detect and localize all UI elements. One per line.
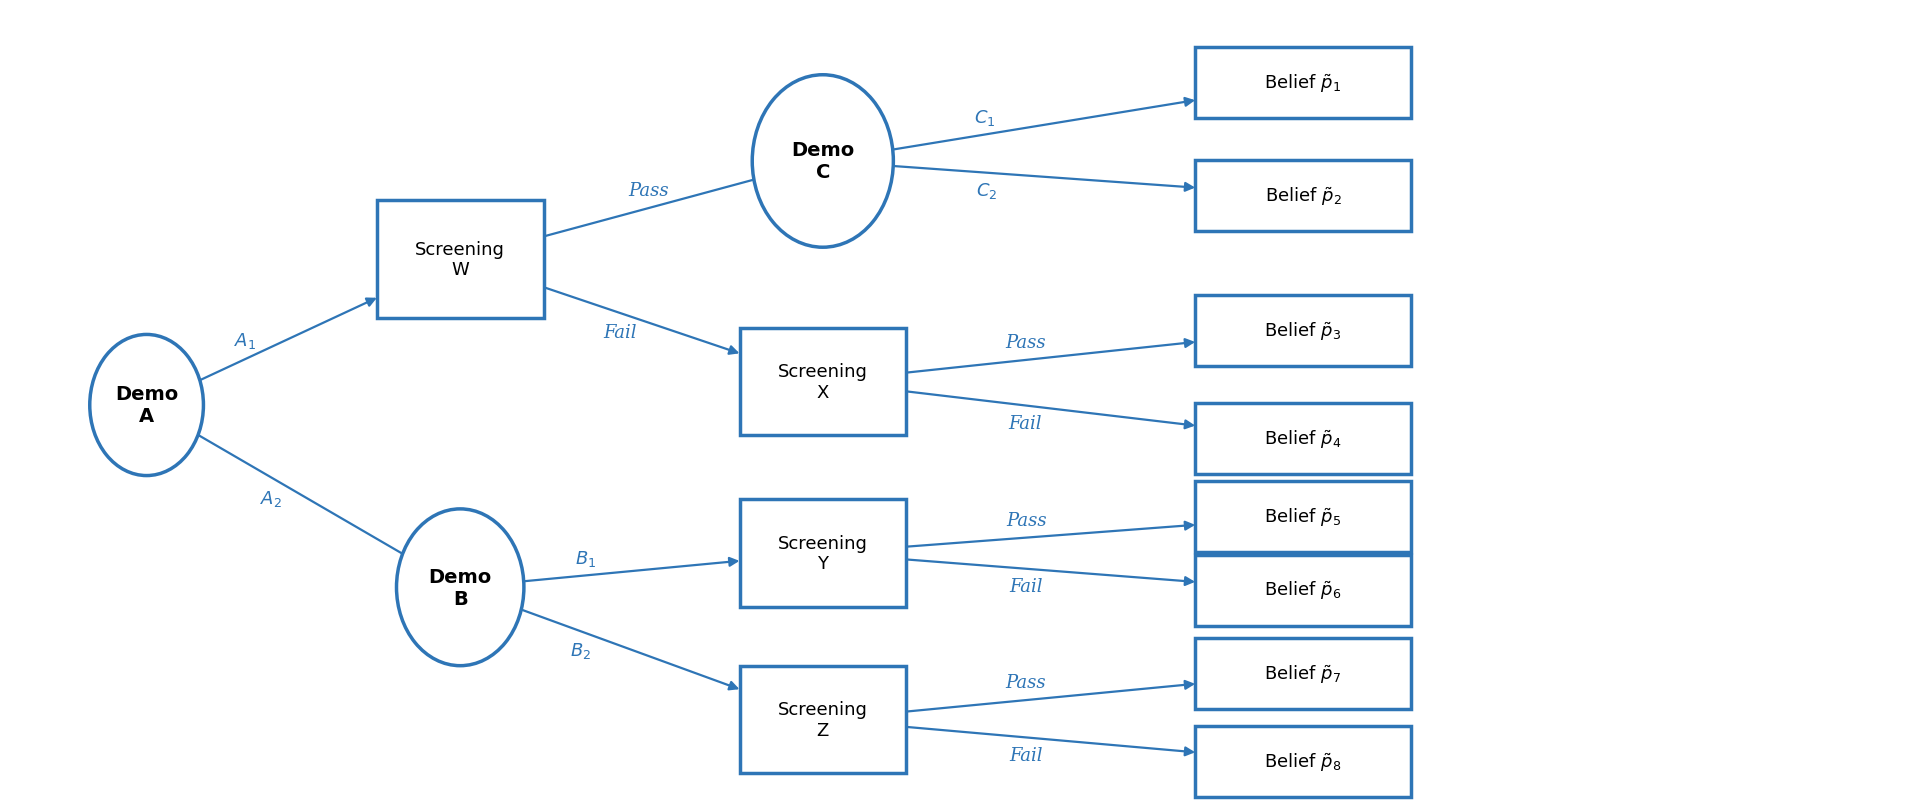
Text: Fail: Fail — [1010, 746, 1043, 764]
FancyBboxPatch shape — [739, 666, 906, 774]
Text: $A_1$: $A_1$ — [234, 331, 255, 350]
Text: Belief $\tilde{p}_5$: Belief $\tilde{p}_5$ — [1265, 506, 1342, 528]
Ellipse shape — [90, 335, 204, 476]
Text: Fail: Fail — [1010, 577, 1043, 596]
Text: Belief $\tilde{p}_6$: Belief $\tilde{p}_6$ — [1263, 579, 1342, 602]
Text: Belief $\tilde{p}_7$: Belief $\tilde{p}_7$ — [1265, 663, 1342, 685]
FancyBboxPatch shape — [1194, 727, 1411, 797]
Text: Belief $\tilde{p}_2$: Belief $\tilde{p}_2$ — [1265, 185, 1342, 208]
Text: Demo
B: Demo B — [428, 567, 492, 608]
Text: Demo
C: Demo C — [791, 141, 854, 182]
Text: Pass: Pass — [1006, 334, 1046, 352]
Text: Pass: Pass — [628, 182, 668, 200]
Text: $C_2$: $C_2$ — [975, 181, 996, 201]
Text: Pass: Pass — [1006, 674, 1046, 692]
Text: Fail: Fail — [603, 324, 637, 341]
Text: Belief $\tilde{p}_3$: Belief $\tilde{p}_3$ — [1265, 320, 1342, 342]
Ellipse shape — [753, 75, 893, 248]
Text: Screening
Y: Screening Y — [778, 534, 868, 573]
Text: Screening
Z: Screening Z — [778, 701, 868, 739]
Ellipse shape — [397, 509, 524, 666]
FancyBboxPatch shape — [739, 500, 906, 607]
Text: Pass: Pass — [1006, 511, 1046, 530]
Text: Belief $\tilde{p}_4$: Belief $\tilde{p}_4$ — [1263, 427, 1342, 450]
Text: Screening
W: Screening W — [415, 240, 505, 279]
FancyBboxPatch shape — [739, 328, 906, 436]
FancyBboxPatch shape — [1194, 161, 1411, 231]
FancyBboxPatch shape — [1194, 556, 1411, 626]
FancyBboxPatch shape — [1194, 296, 1411, 367]
FancyBboxPatch shape — [1194, 48, 1411, 118]
FancyBboxPatch shape — [1194, 404, 1411, 474]
Text: $B_1$: $B_1$ — [576, 548, 597, 568]
Text: $A_2$: $A_2$ — [259, 488, 282, 508]
Text: Screening
X: Screening X — [778, 363, 868, 401]
FancyBboxPatch shape — [1194, 482, 1411, 552]
Text: Demo
A: Demo A — [115, 385, 179, 426]
FancyBboxPatch shape — [376, 201, 543, 319]
FancyBboxPatch shape — [1194, 638, 1411, 709]
Text: $B_2$: $B_2$ — [570, 640, 591, 660]
Text: Belief $\tilde{p}_8$: Belief $\tilde{p}_8$ — [1263, 750, 1342, 773]
Text: $C_1$: $C_1$ — [973, 108, 995, 127]
Text: Fail: Fail — [1008, 414, 1043, 433]
Text: Belief $\tilde{p}_1$: Belief $\tilde{p}_1$ — [1265, 72, 1342, 95]
